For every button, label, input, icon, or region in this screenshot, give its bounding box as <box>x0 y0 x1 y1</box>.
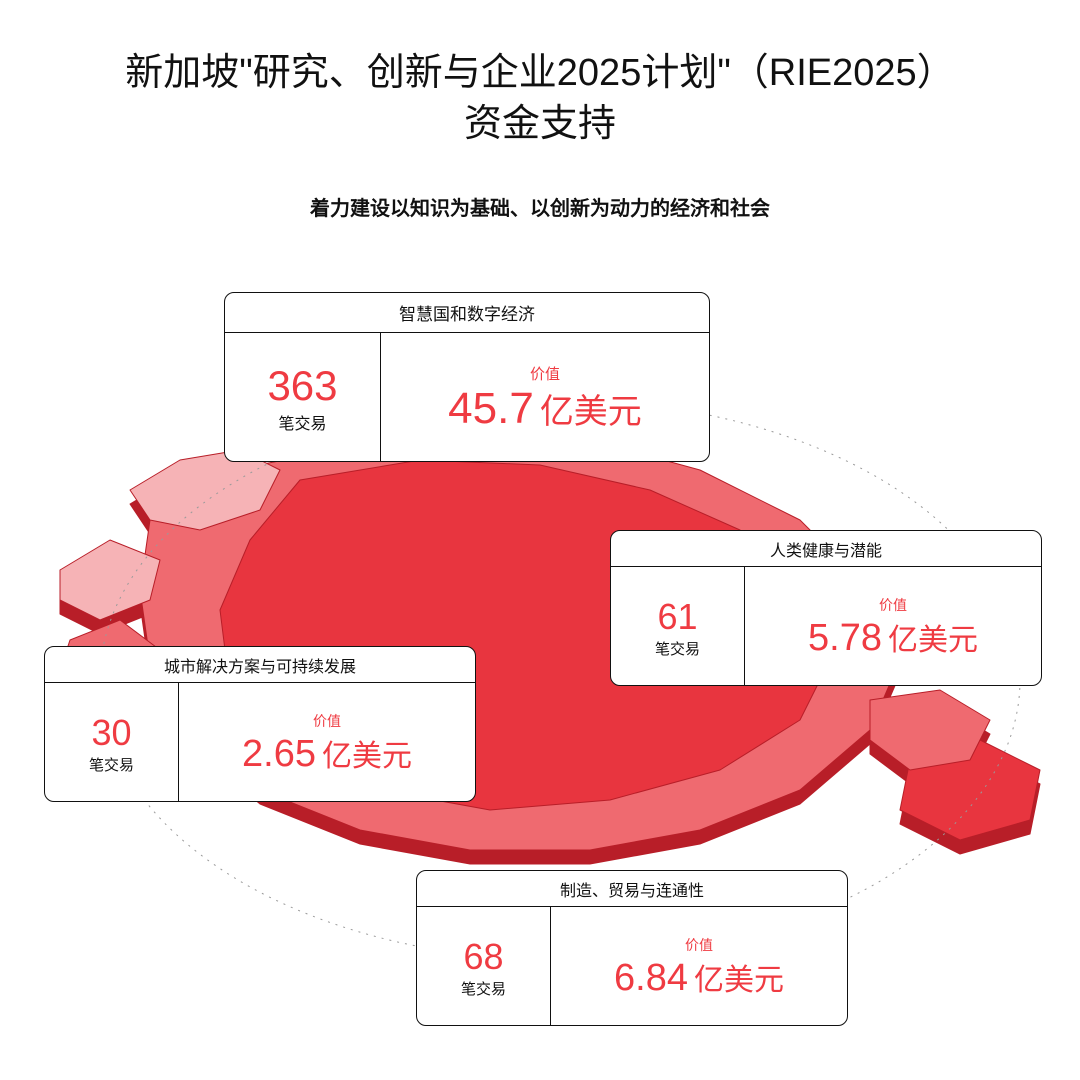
card-value: 价值45.7亿美元 <box>381 333 709 462</box>
card-title: 智慧国和数字经济 <box>225 293 709 333</box>
deal-unit: 笔交易 <box>461 978 506 999</box>
deal-number: 30 <box>91 712 131 754</box>
value-number: 6.84 <box>614 957 688 1000</box>
card-deals: 363笔交易 <box>225 333 381 462</box>
deal-unit: 笔交易 <box>655 638 700 659</box>
card-urban: 城市解决方案与可持续发展30笔交易价值2.65亿美元 <box>44 646 476 802</box>
card-value: 价值2.65亿美元 <box>179 683 475 802</box>
card-deals: 61笔交易 <box>611 567 745 686</box>
value-unit: 亿美元 <box>540 384 642 433</box>
card-title: 制造、贸易与连通性 <box>417 871 847 907</box>
card-manufacturing: 制造、贸易与连通性68笔交易价值6.84亿美元 <box>416 870 848 1026</box>
value-label: 价值 <box>879 595 907 615</box>
deal-number: 68 <box>463 936 503 978</box>
card-deals: 30笔交易 <box>45 683 179 802</box>
deal-unit: 笔交易 <box>89 754 134 775</box>
value-label: 价值 <box>685 935 713 955</box>
infographic-stage: 新加坡"研究、创新与企业2025计划"（RIE2025） 资金支持 着力建设以知… <box>0 0 1080 1080</box>
card-title: 人类健康与潜能 <box>611 531 1041 567</box>
deal-unit: 笔交易 <box>278 410 326 434</box>
deal-number: 61 <box>657 596 697 638</box>
value-number: 5.78 <box>808 617 882 660</box>
deal-number: 363 <box>267 362 337 410</box>
value-number: 2.65 <box>242 733 316 776</box>
card-value: 价值6.84亿美元 <box>551 907 847 1026</box>
value-unit: 亿美元 <box>322 731 412 775</box>
card-smart-digital: 智慧国和数字经济363笔交易价值45.7亿美元 <box>224 292 710 462</box>
value-unit: 亿美元 <box>888 615 978 659</box>
value-label: 价值 <box>530 363 560 384</box>
card-title: 城市解决方案与可持续发展 <box>45 647 475 683</box>
value-number: 45.7 <box>448 384 534 434</box>
card-health: 人类健康与潜能61笔交易价值5.78亿美元 <box>610 530 1042 686</box>
value-unit: 亿美元 <box>694 955 784 999</box>
value-label: 价值 <box>313 711 341 731</box>
card-value: 价值5.78亿美元 <box>745 567 1041 686</box>
card-deals: 68笔交易 <box>417 907 551 1026</box>
